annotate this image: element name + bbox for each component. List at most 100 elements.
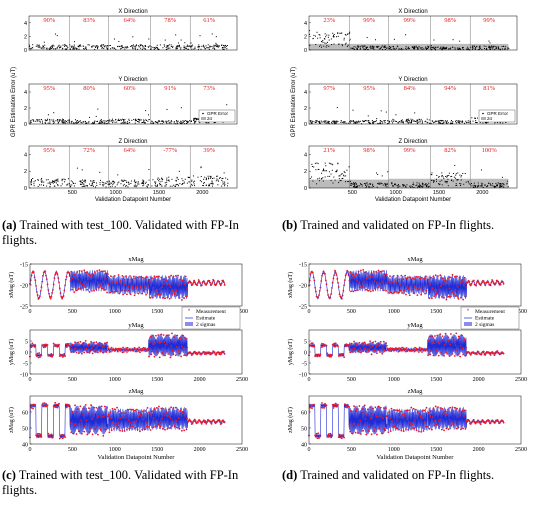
gpr-point [387, 183, 389, 185]
measurement-point [369, 340, 371, 343]
gpr-point [457, 120, 459, 122]
gpr-point [212, 47, 214, 49]
gpr-point [85, 48, 87, 50]
gpr-point [465, 122, 467, 124]
gpr-point [362, 121, 364, 123]
gpr-point [502, 122, 504, 124]
measurement-point [338, 353, 341, 356]
gpr-point [430, 47, 432, 49]
measurement-point [39, 290, 42, 292]
measurement-point [443, 354, 445, 357]
gpr-point [200, 176, 202, 178]
measurement-point [43, 343, 46, 346]
gpr-point [452, 121, 454, 123]
gpr-point [168, 176, 170, 178]
gpr-point [166, 46, 168, 48]
measurement-point [108, 280, 111, 283]
gpr-point [77, 121, 79, 123]
x-axis-label: Validation Datapoint Number [377, 454, 455, 461]
measurement-point [64, 343, 67, 346]
measurement-point [197, 279, 200, 281]
gpr-point [99, 182, 101, 184]
y-tick-label: 60 [301, 411, 307, 417]
gpr-point [125, 185, 127, 187]
gpr-point [491, 185, 493, 187]
gpr-point [344, 33, 346, 35]
gpr-point [122, 185, 124, 187]
measurement-point [172, 353, 175, 356]
measurement-point [147, 347, 150, 350]
gpr-point [311, 176, 313, 178]
gpr-point [90, 185, 92, 187]
measurement-point [489, 354, 492, 356]
gpr-point [381, 45, 383, 47]
gpr-point [499, 122, 501, 124]
gpr-point [397, 46, 399, 48]
measurement-point [345, 404, 348, 407]
measurement-point [491, 279, 494, 281]
gpr-point [474, 48, 476, 50]
gpr-point [476, 121, 478, 123]
measurement-point [94, 280, 97, 283]
measurement-point [151, 350, 154, 353]
measurement-point [223, 421, 226, 424]
gpr-point [47, 118, 49, 120]
gpr-point [358, 120, 360, 122]
gpr-point [337, 35, 339, 37]
gpr-point [121, 47, 123, 49]
gpr-point [214, 121, 216, 123]
measurement-point [364, 347, 367, 349]
measurement-point [66, 403, 69, 406]
gpr-point [425, 47, 427, 49]
measurement-point [77, 287, 80, 290]
measurement-point [376, 352, 378, 355]
gpr-point [76, 48, 78, 50]
measurement-point [356, 279, 358, 282]
measurement-point [475, 284, 478, 287]
gpr-point [354, 185, 356, 187]
measurement-point [116, 282, 118, 284]
gpr-point [456, 47, 458, 49]
measurement-point [96, 346, 99, 349]
gpr-point [80, 45, 82, 47]
gpr-point [156, 47, 158, 49]
measurement-point [145, 421, 147, 423]
measurement-point [453, 293, 455, 296]
gpr-point [345, 34, 347, 36]
gpr-point [315, 121, 317, 123]
gpr-point [503, 184, 505, 186]
y-tick-label: 50 [22, 427, 28, 433]
measurement-point [190, 352, 192, 355]
measurement-point [313, 279, 316, 282]
gpr-point [39, 121, 41, 123]
gpr-point [320, 46, 322, 48]
gpr-point [59, 119, 61, 121]
measurement-point [331, 403, 334, 406]
gpr-point [149, 44, 151, 46]
gpr-point [381, 183, 383, 185]
measurement-point [454, 420, 457, 423]
gpr-point [362, 45, 364, 47]
gpr-point [57, 178, 59, 180]
gpr-point [30, 180, 32, 182]
gpr-point [109, 183, 111, 185]
measurement-point [391, 280, 394, 283]
gpr-point [74, 119, 76, 121]
gpr-point [97, 47, 99, 49]
gpr-point [60, 46, 62, 48]
measurement-point [427, 354, 429, 357]
measurement-point [58, 287, 61, 290]
gpr-point [441, 175, 443, 177]
gpr-point [441, 123, 443, 125]
measurement-point [173, 291, 176, 294]
gpr-point [168, 180, 170, 182]
gpr-point [96, 182, 98, 184]
axes-frame [308, 145, 518, 189]
gpr-point [414, 112, 416, 114]
gpr-point [310, 120, 312, 122]
gpr-point [193, 119, 195, 121]
legend-entry: 2σ [487, 116, 493, 121]
y-tick-label: 0 [25, 351, 28, 357]
gpr-point [105, 120, 107, 122]
legend-box [198, 109, 236, 123]
